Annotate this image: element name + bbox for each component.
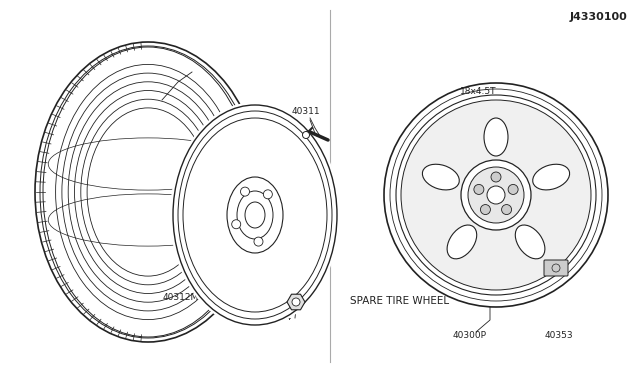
Ellipse shape	[447, 225, 477, 259]
FancyBboxPatch shape	[544, 260, 568, 276]
Ellipse shape	[484, 118, 508, 156]
Ellipse shape	[170, 102, 340, 328]
Circle shape	[491, 172, 501, 182]
Ellipse shape	[422, 164, 460, 190]
Circle shape	[303, 131, 310, 138]
Text: 40224: 40224	[264, 313, 292, 322]
Text: J4330100: J4330100	[570, 12, 628, 22]
Ellipse shape	[185, 120, 325, 310]
Text: 18x4.5T: 18x4.5T	[460, 87, 497, 96]
Circle shape	[254, 237, 263, 246]
Circle shape	[384, 83, 608, 307]
Ellipse shape	[51, 55, 245, 329]
Circle shape	[241, 187, 250, 196]
Text: 40300P: 40300P	[453, 331, 487, 340]
Ellipse shape	[515, 225, 545, 259]
Circle shape	[461, 160, 531, 230]
Circle shape	[401, 100, 591, 290]
Circle shape	[468, 167, 524, 223]
Circle shape	[487, 186, 505, 204]
Circle shape	[502, 205, 511, 215]
Text: 40300P: 40300P	[215, 174, 249, 183]
Circle shape	[396, 95, 596, 295]
Circle shape	[508, 185, 518, 195]
Ellipse shape	[245, 202, 265, 228]
Circle shape	[481, 205, 490, 215]
Circle shape	[474, 185, 484, 195]
Circle shape	[232, 220, 241, 229]
Text: SPARE TIRE WHEEL: SPARE TIRE WHEEL	[350, 296, 449, 306]
Text: 40311: 40311	[292, 107, 321, 116]
Ellipse shape	[85, 188, 211, 212]
Text: 40312M: 40312M	[163, 293, 199, 302]
Ellipse shape	[532, 164, 570, 190]
Ellipse shape	[227, 177, 283, 253]
Circle shape	[263, 190, 273, 199]
Text: 40353: 40353	[545, 331, 573, 340]
Circle shape	[292, 298, 300, 306]
